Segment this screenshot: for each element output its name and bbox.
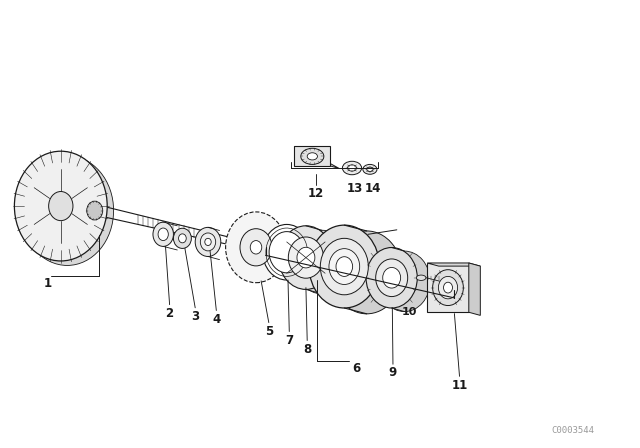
Ellipse shape bbox=[173, 228, 191, 248]
Ellipse shape bbox=[366, 247, 417, 308]
Ellipse shape bbox=[195, 227, 221, 256]
Text: 8: 8 bbox=[303, 343, 311, 356]
Ellipse shape bbox=[179, 234, 186, 243]
Text: 13: 13 bbox=[346, 182, 363, 195]
Ellipse shape bbox=[297, 247, 315, 268]
Text: 1: 1 bbox=[44, 277, 52, 290]
Ellipse shape bbox=[383, 267, 401, 288]
Ellipse shape bbox=[307, 153, 317, 160]
Ellipse shape bbox=[329, 249, 360, 284]
Ellipse shape bbox=[279, 226, 333, 289]
Ellipse shape bbox=[332, 231, 402, 314]
Text: 4: 4 bbox=[212, 313, 220, 326]
Ellipse shape bbox=[363, 164, 377, 174]
Ellipse shape bbox=[295, 230, 349, 294]
Ellipse shape bbox=[288, 237, 323, 278]
Ellipse shape bbox=[240, 228, 272, 266]
Ellipse shape bbox=[348, 165, 356, 171]
Ellipse shape bbox=[367, 167, 373, 172]
Ellipse shape bbox=[269, 232, 305, 273]
Ellipse shape bbox=[336, 257, 353, 276]
Text: 10: 10 bbox=[402, 307, 417, 317]
Ellipse shape bbox=[153, 222, 173, 246]
Ellipse shape bbox=[342, 161, 362, 175]
Ellipse shape bbox=[379, 251, 430, 312]
Polygon shape bbox=[428, 263, 468, 312]
Ellipse shape bbox=[205, 238, 211, 246]
Ellipse shape bbox=[444, 282, 452, 293]
Text: C0003544: C0003544 bbox=[551, 426, 595, 435]
Text: 12: 12 bbox=[308, 187, 324, 200]
Text: 14: 14 bbox=[364, 182, 381, 195]
Text: 7: 7 bbox=[285, 334, 293, 347]
Ellipse shape bbox=[250, 241, 262, 254]
Text: 3: 3 bbox=[191, 310, 199, 323]
Polygon shape bbox=[294, 146, 339, 168]
Polygon shape bbox=[428, 263, 480, 266]
Ellipse shape bbox=[14, 151, 107, 261]
Ellipse shape bbox=[301, 148, 324, 164]
Ellipse shape bbox=[263, 224, 311, 280]
Ellipse shape bbox=[438, 276, 458, 299]
Ellipse shape bbox=[49, 192, 73, 221]
Text: 9: 9 bbox=[389, 366, 397, 379]
Ellipse shape bbox=[309, 225, 380, 308]
Ellipse shape bbox=[226, 212, 287, 283]
Ellipse shape bbox=[21, 155, 114, 265]
Polygon shape bbox=[294, 146, 330, 166]
Text: 2: 2 bbox=[166, 307, 173, 320]
Ellipse shape bbox=[433, 270, 463, 306]
Ellipse shape bbox=[200, 233, 216, 251]
Polygon shape bbox=[468, 263, 480, 315]
Ellipse shape bbox=[158, 228, 168, 241]
Ellipse shape bbox=[321, 238, 369, 295]
Text: 6: 6 bbox=[352, 362, 360, 375]
Ellipse shape bbox=[417, 275, 426, 280]
Ellipse shape bbox=[87, 201, 102, 220]
Ellipse shape bbox=[376, 259, 408, 297]
Text: 5: 5 bbox=[265, 325, 273, 338]
Text: 11: 11 bbox=[451, 379, 468, 392]
